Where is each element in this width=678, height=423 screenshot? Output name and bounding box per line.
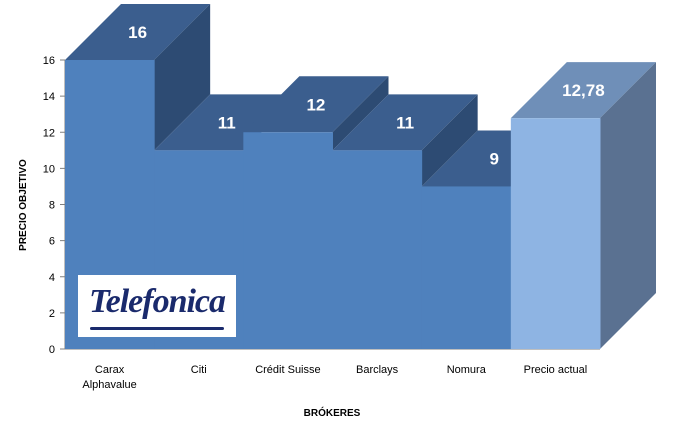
bar-side-face bbox=[421, 94, 478, 187]
y-tick-label: 4 bbox=[49, 272, 55, 284]
data-label: 11 bbox=[218, 113, 236, 132]
data-label: 11 bbox=[396, 113, 414, 132]
bar-side-face bbox=[600, 62, 656, 349]
bar-top-face bbox=[65, 4, 211, 60]
data-label: 9 bbox=[490, 149, 499, 168]
bar-top-face bbox=[510, 62, 656, 119]
y-tick-label: 16 bbox=[43, 55, 55, 67]
y-tick-label: 0 bbox=[49, 344, 55, 356]
y-axis-title: PRECIO OBJETIVO bbox=[18, 159, 29, 251]
logo-underline bbox=[90, 327, 224, 330]
x-axis-title: BRÓKERES bbox=[304, 406, 361, 419]
bar-side-face bbox=[332, 76, 389, 151]
bar bbox=[243, 132, 333, 349]
bar bbox=[421, 186, 512, 349]
bar bbox=[510, 118, 601, 349]
bar-side-face bbox=[154, 4, 211, 151]
x-tick-label: Nomura bbox=[447, 364, 487, 376]
x-tick-label: Citi bbox=[191, 364, 207, 376]
y-tick-label: 12 bbox=[43, 127, 55, 139]
x-tick-label: Carax Alphavalue bbox=[82, 364, 136, 391]
data-label: 16 bbox=[128, 23, 147, 42]
y-tick-label: 6 bbox=[49, 236, 55, 248]
x-tick-label: Precio actual bbox=[524, 364, 588, 376]
bar-top-face bbox=[332, 94, 478, 151]
bar-top-face bbox=[154, 94, 300, 151]
y-tick-label: 10 bbox=[43, 163, 55, 175]
logo-wordmark: Telefonica bbox=[88, 283, 226, 320]
data-label: 12,78 bbox=[562, 81, 605, 100]
telefonica-logo: Telefonica bbox=[78, 275, 236, 337]
data-label: 12 bbox=[306, 95, 325, 114]
bar bbox=[332, 150, 423, 349]
y-tick-label: 2 bbox=[49, 308, 55, 320]
y-tick-label: 8 bbox=[49, 200, 55, 212]
x-tick-label: Crédit Suisse bbox=[255, 364, 320, 376]
x-tick-label: Barclays bbox=[356, 364, 399, 376]
bar-top-face bbox=[243, 76, 389, 133]
y-tick-label: 14 bbox=[43, 91, 55, 103]
